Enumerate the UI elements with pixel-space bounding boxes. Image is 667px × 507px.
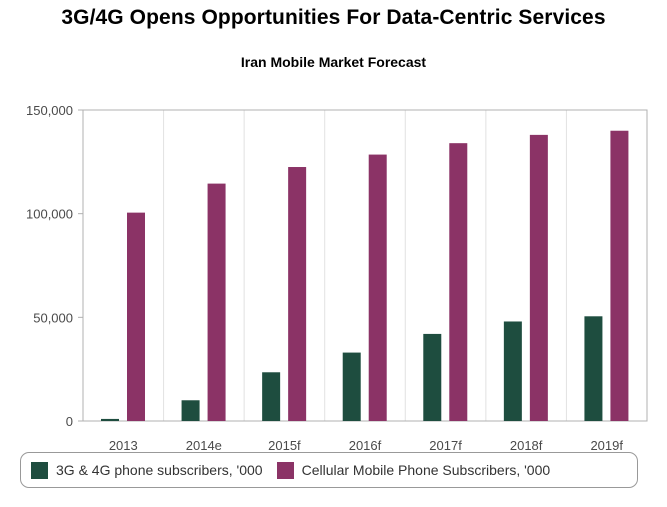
bar-3g-4g-2014e <box>181 400 200 421</box>
y-tick-label: 150,000 <box>26 103 73 118</box>
chart-title: 3G/4G Opens Opportunities For Data-Centr… <box>61 6 606 29</box>
legend-item-3g-4g[interactable]: 3G & 4G phone subscribers, '000 <box>31 461 263 479</box>
legend-swatch-cellular <box>276 461 294 479</box>
bar-3g-4g-2016f <box>342 352 361 421</box>
bar-cellular-2014e <box>207 183 226 421</box>
bar-cellular-2019f <box>610 130 629 421</box>
y-tick-label: 100,000 <box>26 207 73 222</box>
bar-3g-4g-2017f <box>423 333 442 421</box>
x-tick-label: 2019f <box>590 438 623 450</box>
bar-cellular-2018f <box>529 134 548 421</box>
bar-3g-4g-2019f <box>584 316 603 421</box>
plot-frame <box>82 109 648 422</box>
legend-label-cellular: Cellular Mobile Phone Subscribers, '000 <box>301 462 551 478</box>
y-tick-label: 50,000 <box>33 310 73 325</box>
legend-swatch-3g-4g <box>31 461 48 479</box>
x-tick-label: 2016f <box>349 438 382 450</box>
x-tick-label: 2013 <box>109 438 138 450</box>
x-tick-label: 2018f <box>510 438 543 450</box>
x-tick-label: 2014e <box>186 438 222 450</box>
bar-cellular-2015f <box>288 167 307 421</box>
bar-3g-4g-2015f <box>262 372 281 421</box>
chart-legend: 3G & 4G phone subscribers, '000 Cellular… <box>20 452 638 488</box>
legend-item-cellular[interactable]: Cellular Mobile Phone Subscribers, '000 <box>276 461 551 479</box>
bar-3g-4g-2018f <box>503 321 522 421</box>
bar-cellular-2013 <box>127 212 145 421</box>
x-tick-label: 2015f <box>268 438 301 450</box>
bar-cellular-2016f <box>368 154 387 421</box>
chart-subtitle: Iran Mobile Market Forecast <box>240 54 427 70</box>
bar-chart: 0 50,000 100,000 150,000 2013 2014e 2015f 2016f… <box>26 103 648 450</box>
x-tick-label: 2017f <box>429 438 462 450</box>
bar-3g-4g-2013 <box>101 418 119 421</box>
y-tick-label: 0 <box>66 414 73 429</box>
bar-cellular-2017f <box>449 143 468 421</box>
legend-label-3g-4g: 3G & 4G phone subscribers, '000 <box>56 462 263 478</box>
